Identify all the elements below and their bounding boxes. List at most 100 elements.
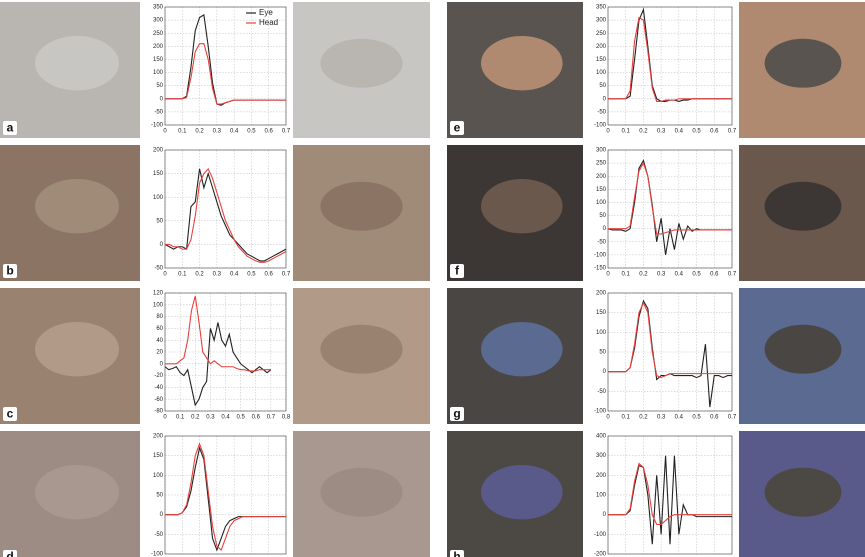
photo-detail [481,465,563,520]
photo-detail [764,324,842,374]
x-tick-label: 0.4 [675,415,684,421]
x-tick-label: 0.1 [622,415,631,421]
x-tick-label: 0.5 [692,129,701,135]
photo-detail [764,38,842,88]
x-tick-label: 0.2 [195,272,204,278]
y-tick-label: 150 [596,310,607,316]
plot-frame [607,6,733,126]
series-line [608,455,732,545]
y-tick-label: 100 [596,70,607,76]
y-tick-label: -100 [594,252,607,258]
y-tick-label: 300 [596,18,607,24]
x-tick-label: 0.7 [282,272,291,278]
y-tick-label: -50 [597,389,606,395]
y-tick-label: 50 [599,213,606,219]
x-tick-label: 0.4 [230,129,239,135]
plot-frame [607,149,733,269]
x-tick-label: 0.1 [622,129,631,135]
chart-bg [143,2,290,138]
photo-detail [481,322,563,377]
series-line [164,322,272,407]
y-tick-label: 0 [160,361,164,367]
x-tick-label: 0.6 [710,129,719,135]
y-tick-label: 400 [596,434,607,440]
y-tick-label: -60 [154,397,163,403]
y-tick-label: 0 [603,226,607,232]
x-tick-label: 0.6 [265,272,274,278]
photo-detail [481,36,563,91]
y-tick-label: 0 [160,512,164,518]
plot-frame [607,292,733,412]
series-line [165,43,286,105]
y-tick-label: -50 [597,109,606,115]
y-tick-label: 200 [596,473,607,479]
legend-label: Eye [259,8,273,17]
y-tick-label: 0 [160,242,164,248]
photo-detail [320,181,403,231]
y-tick-label: 60 [156,326,163,332]
series-line [608,301,732,379]
photo-detail [320,324,403,374]
x-tick-label: 0.3 [213,272,222,278]
series-line [608,16,732,102]
x-tick-label: 0.5 [692,415,701,421]
y-tick-label: 50 [599,350,606,356]
x-tick-label: 0.3 [657,129,666,135]
legend-label: Head [259,18,278,27]
y-tick-label: 80 [156,314,163,320]
chart-bg [143,288,290,424]
plot-frame [164,435,287,555]
x-tick-label: 0.1 [622,272,631,278]
photo-detail [35,465,119,520]
panel-label: a [7,121,14,135]
y-tick-label: 300 [596,148,607,154]
panel: c -80 -60 -40 -20 0 20 40 60 80 100 120 0 0.1 0.2 0.3 0.… [0,288,430,424]
y-tick-label: 300 [153,18,164,24]
panel: f -150 -100 -50 0 50 100 150 200 250 300 0 0.1 0.2 0.3… [447,145,865,281]
x-tick-label: 0.2 [191,415,200,421]
y-tick-label: -100 [151,123,164,129]
x-tick-label: 0.7 [267,415,276,421]
photo-detail [481,179,563,234]
x-tick-label: 0.3 [213,129,222,135]
x-tick-label: 0.7 [728,415,737,421]
chart-bg [143,431,290,557]
x-tick-label: 0.7 [282,129,291,135]
panel-label-box [3,407,17,421]
y-tick-label: 100 [153,195,164,201]
y-tick-label: 300 [596,453,607,459]
y-tick-label: -50 [154,266,163,272]
y-tick-label: -100 [594,409,607,415]
y-tick-label: 200 [153,434,164,440]
panel-label-box [450,550,464,557]
x-tick-label: 0.1 [178,129,187,135]
y-tick-label: 150 [153,453,164,459]
y-tick-label: -100 [594,532,607,538]
panel: g -100 -50 0 50 100 150 200 0 0.1 0.2 0.3 0.4 0.5 0.6 0… [447,288,865,424]
photo-detail [764,181,842,231]
x-tick-label: 0.2 [639,272,648,278]
panel: a -100 -50 0 50 100 150 200 250 300 350 0 0.1 0.2 0.3 0… [0,2,430,138]
y-tick-label: -100 [151,552,164,557]
x-tick-label: 0.6 [710,415,719,421]
series-line [165,167,287,263]
photo-detail [320,467,403,517]
x-tick-label: 0 [163,272,167,278]
panel-label-box [450,121,464,135]
y-tick-label: -50 [154,109,163,115]
panel-label: d [6,550,13,557]
y-tick-label: 250 [153,31,164,37]
y-tick-label: 50 [156,218,163,224]
x-tick-label: 0.5 [247,129,256,135]
panel-label-box [3,121,17,135]
y-tick-label: 100 [596,493,607,499]
plot-frame [164,292,287,412]
y-tick-label: 150 [153,57,164,63]
y-tick-label: 50 [599,83,606,89]
panel-label: f [455,264,460,278]
plot-frame [164,6,287,126]
y-tick-label: 150 [596,187,607,193]
series-line [164,168,287,262]
